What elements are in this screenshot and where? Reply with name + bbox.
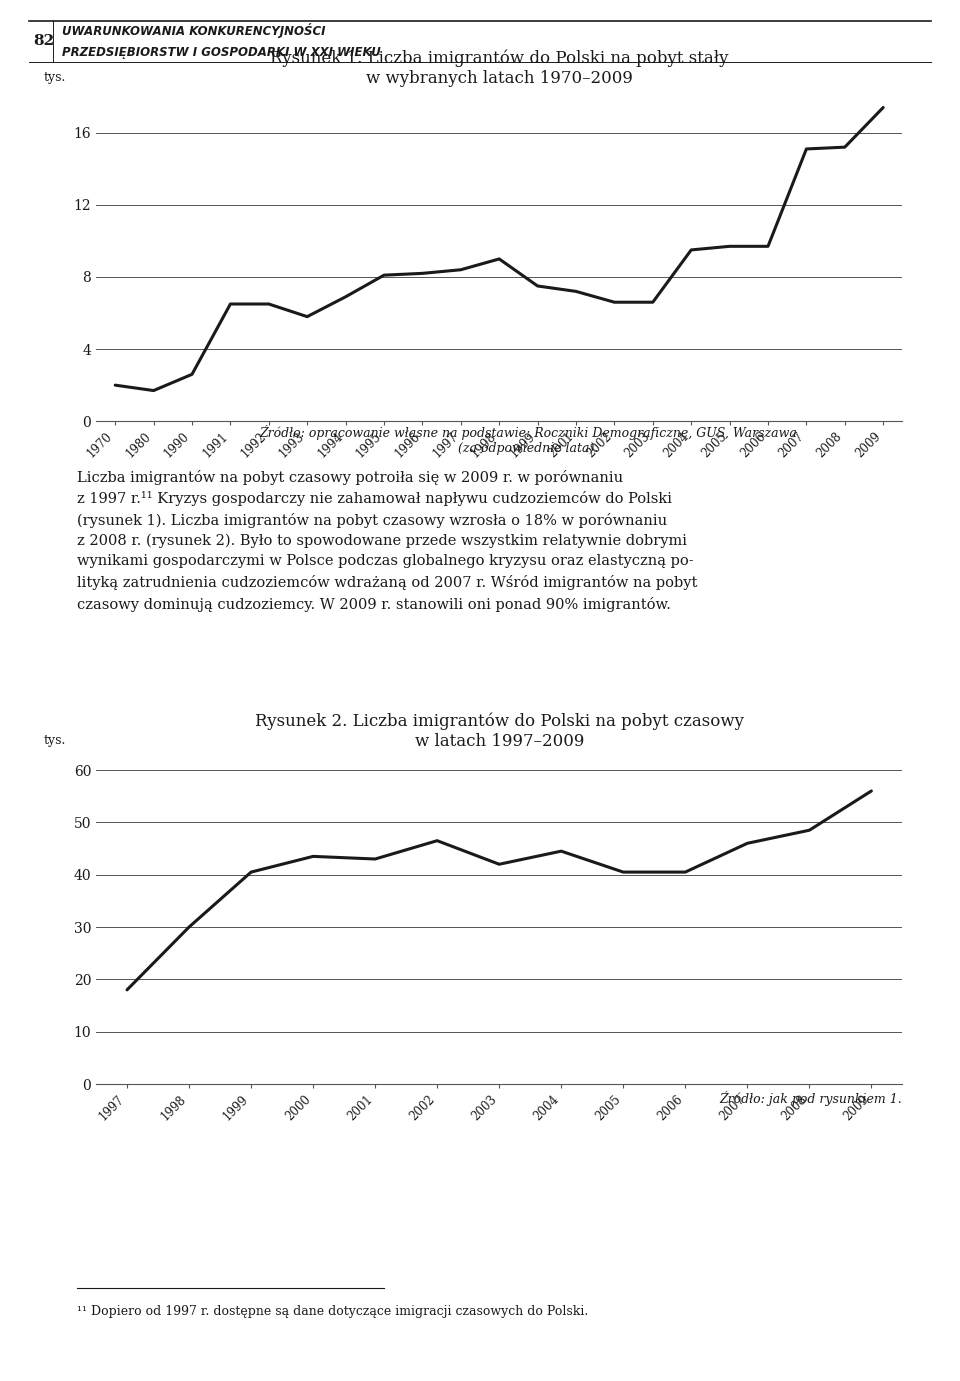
Text: 82: 82 [34,35,55,48]
Title: Rysunek 1. Liczba imigrantów do Polski na pobyt stały
w wybranych latach 1970–20: Rysunek 1. Liczba imigrantów do Polski n… [270,50,729,87]
Text: UWARUNKOWANIA KONKURENCYJNOŚCI: UWARUNKOWANIA KONKURENCYJNOŚCI [62,23,325,39]
Title: Rysunek 2. Liczba imigrantów do Polski na pobyt czasowy
w latach 1997–2009: Rysunek 2. Liczba imigrantów do Polski n… [254,713,744,750]
Text: tys.: tys. [43,70,66,84]
Text: Liczba imigrantów na pobyt czasowy potroiła się w 2009 r. w porównaniu
z 1997 r.: Liczba imigrantów na pobyt czasowy potro… [77,470,697,612]
Text: tys.: tys. [43,733,66,747]
Text: ¹¹ Dopiero od 1997 r. dostępne są dane dotyczące imigracji czasowych do Polski.: ¹¹ Dopiero od 1997 r. dostępne są dane d… [77,1305,588,1317]
Text: PRZEDSIĘBIORSTW I GOSPODARKI W XXI WIEKU: PRZEDSIĘBIORSTW I GOSPODARKI W XXI WIEKU [62,46,381,58]
Text: Źródło: jak pod rysunkiem 1.: Źródło: jak pod rysunkiem 1. [720,1091,902,1106]
Text: Źródło: opracowanie własne na podstawie: Roczniki Demograficzne, GUS, Warszawa
(: Źródło: opracowanie własne na podstawie:… [259,425,797,456]
